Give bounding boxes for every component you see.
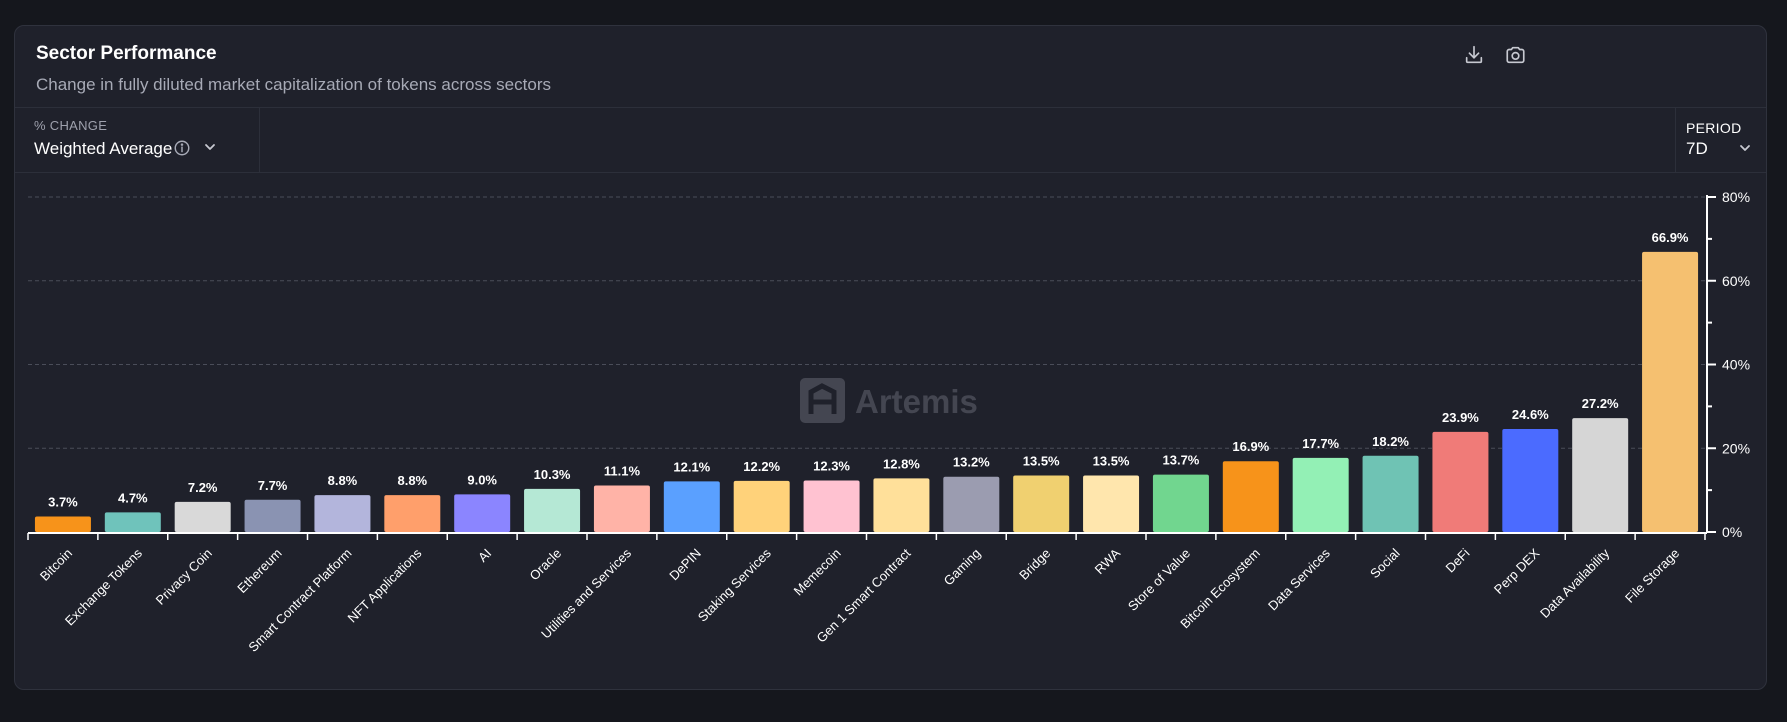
- bar-value-label: 13.5%: [1023, 453, 1060, 468]
- x-tick-label: File Storage: [1622, 546, 1682, 606]
- y-tick-label: 20%: [1722, 440, 1750, 456]
- bar-value-label: 24.6%: [1512, 407, 1549, 422]
- bar[interactable]: [524, 488, 581, 532]
- bar-value-label: 18.2%: [1372, 434, 1409, 449]
- bar-value-label: 11.1%: [604, 464, 641, 479]
- x-tick-label: Ethereum: [234, 546, 284, 596]
- bar[interactable]: [454, 494, 511, 532]
- x-tick-label: Exchange Tokens: [62, 545, 145, 628]
- bar-value-label: 12.1%: [673, 459, 710, 474]
- x-tick-label: AI: [475, 546, 494, 565]
- bar-value-label: 16.9%: [1232, 439, 1269, 454]
- bar-value-label: 12.3%: [813, 458, 850, 473]
- bar[interactable]: [244, 499, 301, 532]
- artemis-logo-icon: [800, 378, 845, 423]
- x-tick-label: Bitcoin: [37, 546, 75, 584]
- x-tick-label: Store of Value: [1125, 546, 1193, 614]
- y-tick-label: 0%: [1722, 524, 1742, 540]
- bar-value-label: 9.0%: [467, 472, 497, 487]
- y-tick-label: 60%: [1722, 273, 1750, 289]
- bar[interactable]: [1083, 475, 1140, 532]
- change-type-selector[interactable]: % CHANGE Weighted Average: [15, 108, 260, 172]
- bar[interactable]: [104, 512, 161, 532]
- bar[interactable]: [314, 495, 371, 532]
- artemis-watermark: Artemis: [800, 378, 978, 423]
- x-tick-label: RWA: [1092, 545, 1124, 577]
- bar-value-label: 13.5%: [1093, 453, 1130, 468]
- chevron-down-icon[interactable]: [203, 140, 217, 159]
- x-tick-label: NFT Applications: [345, 545, 425, 625]
- bar-value-label: 8.8%: [397, 473, 427, 488]
- x-tick-label: Oracle: [526, 546, 564, 584]
- bar-value-label: 12.2%: [743, 459, 780, 474]
- bar-value-label: 27.2%: [1582, 396, 1619, 411]
- bar[interactable]: [593, 485, 650, 532]
- bar-value-label: 7.2%: [188, 480, 218, 495]
- bar-value-label: 3.7%: [48, 495, 78, 510]
- period-value: 7D: [1686, 139, 1708, 158]
- period-selector[interactable]: PERIOD 7D: [1675, 108, 1766, 172]
- bar[interactable]: [1222, 461, 1279, 532]
- change-value: Weighted Average: [34, 139, 173, 158]
- download-icon[interactable]: [1459, 40, 1489, 70]
- x-tick-label: Privacy Coin: [153, 546, 215, 608]
- x-tick-label: DePIN: [666, 546, 704, 584]
- bar[interactable]: [1292, 457, 1349, 532]
- bar-value-label: 23.9%: [1442, 410, 1479, 425]
- bar[interactable]: [1362, 455, 1419, 532]
- x-tick-label: DeFi: [1443, 545, 1473, 575]
- chart-bars: 3.7% 4.7% 7.2% 7.7% 8.8% 8.8% 9.0% 10.3% 11.1% 12…: [34, 230, 1699, 532]
- sector-performance-card: Sector Performance Change in fully dilut…: [14, 25, 1767, 690]
- info-icon[interactable]: [173, 139, 191, 162]
- bar-value-label: 8.8%: [328, 473, 358, 488]
- bar[interactable]: [1572, 418, 1629, 532]
- bar-value-label: 7.7%: [258, 478, 288, 493]
- bar[interactable]: [1502, 428, 1559, 532]
- bar-value-label: 13.7%: [1163, 453, 1200, 468]
- bar[interactable]: [1152, 474, 1209, 532]
- bar[interactable]: [174, 501, 231, 532]
- card-title: Sector Performance: [36, 43, 217, 64]
- chart-controls: % CHANGE Weighted Average PERIOD 7D: [15, 107, 1766, 173]
- x-tick-label: Memecoin: [791, 546, 844, 599]
- period-label: PERIOD: [1686, 120, 1742, 136]
- bar[interactable]: [943, 476, 1000, 532]
- change-label: % CHANGE: [34, 118, 108, 133]
- y-tick-label: 80%: [1722, 189, 1750, 205]
- watermark-text: Artemis: [855, 383, 978, 420]
- bar-value-label: 13.2%: [953, 455, 990, 470]
- bar-value-label: 66.9%: [1652, 230, 1689, 245]
- x-tick-label: Bridge: [1016, 546, 1053, 583]
- period-chevron-icon[interactable]: [1738, 141, 1752, 160]
- bar[interactable]: [733, 480, 790, 532]
- x-tick-label: Data Services: [1265, 545, 1333, 613]
- x-tick-label: Gaming: [941, 546, 984, 589]
- bar[interactable]: [384, 495, 441, 532]
- bar-value-label: 12.8%: [883, 456, 920, 471]
- card-subtitle: Change in fully diluted market capitaliz…: [36, 75, 551, 94]
- x-tick-label: Staking Services: [695, 545, 774, 624]
- bar[interactable]: [873, 478, 930, 532]
- bar[interactable]: [1432, 431, 1489, 532]
- bar[interactable]: [34, 516, 91, 532]
- bar[interactable]: [803, 480, 860, 532]
- x-tick-label: Social: [1367, 545, 1403, 581]
- bar-value-label: 4.7%: [118, 490, 148, 505]
- bar[interactable]: [663, 481, 720, 532]
- x-tick-label: Perp DEX: [1491, 545, 1543, 597]
- x-tick-label: Data Availability: [1537, 545, 1613, 621]
- bar[interactable]: [1642, 251, 1699, 532]
- camera-icon[interactable]: [1500, 40, 1530, 70]
- bar-value-label: 17.7%: [1302, 436, 1339, 451]
- y-tick-label: 40%: [1722, 357, 1750, 373]
- bar[interactable]: [1013, 475, 1070, 532]
- bar-value-label: 10.3%: [534, 467, 571, 482]
